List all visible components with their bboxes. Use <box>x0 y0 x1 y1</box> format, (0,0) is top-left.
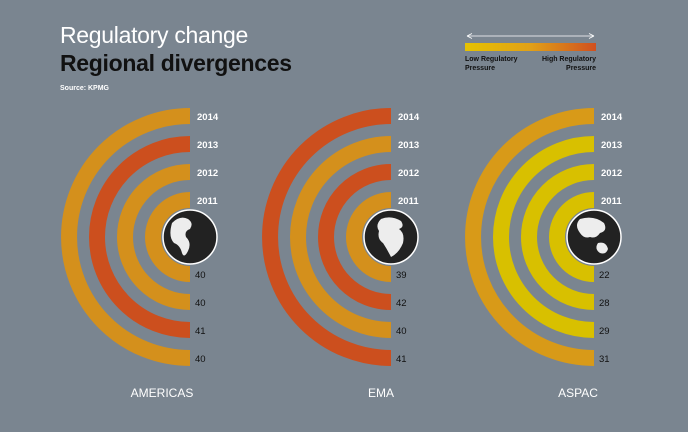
page-subtitle: Regional divergences <box>60 50 292 76</box>
year-label-2011: 2011 <box>398 196 419 207</box>
value-label-2012: 42 <box>396 298 407 309</box>
arc-2012 <box>318 164 392 310</box>
value-label-2013: 29 <box>599 326 610 337</box>
year-label-2012: 2012 <box>398 168 419 179</box>
year-label-2013: 2013 <box>601 140 622 151</box>
arc-2014 <box>262 108 392 366</box>
value-label-2011: 22 <box>599 270 610 281</box>
region-panel-aspac: 2011 22 2012 28 2013 29 2014 31 ASPAC <box>465 108 623 400</box>
year-label-2013: 2013 <box>197 140 218 151</box>
value-label-2014: 40 <box>195 354 206 365</box>
arc-2011 <box>145 192 191 282</box>
legend-high-label: High Regulatory Pressure <box>541 56 596 72</box>
value-label-2012: 28 <box>599 298 610 309</box>
year-label-2013: 2013 <box>398 140 419 151</box>
year-label-2011: 2011 <box>601 196 622 207</box>
legend-gradient-bar <box>465 43 596 51</box>
legend-arrow <box>466 33 595 39</box>
source-note: Source: KPMG <box>60 85 110 92</box>
legend-arrow-heads <box>466 33 595 39</box>
legend-low-label: Low Regulatory Pressure <box>465 56 518 72</box>
value-label-2014: 41 <box>396 354 407 365</box>
year-label-2012: 2012 <box>197 168 218 179</box>
region-label: AMERICAS <box>131 386 194 400</box>
arc-2013 <box>290 136 392 338</box>
region-label: ASPAC <box>558 386 598 400</box>
value-label-2013: 40 <box>396 326 407 337</box>
year-label-2014: 2014 <box>398 112 420 123</box>
arc-2013 <box>89 136 191 338</box>
arc-2011 <box>549 192 595 282</box>
year-label-2011: 2011 <box>197 196 218 207</box>
globe-landmass <box>170 217 192 256</box>
value-label-2011: 40 <box>195 270 206 281</box>
value-label-2012: 40 <box>195 298 206 309</box>
arc-2013 <box>493 136 595 338</box>
region-panel-americas: 2011 40 2012 40 2013 41 2014 40 AMERICAS <box>61 108 219 400</box>
arc-2014 <box>465 108 595 366</box>
region-panel-ema: 2011 39 2012 42 2013 40 2014 41 EMA <box>262 108 420 400</box>
value-label-2013: 41 <box>195 326 206 337</box>
globe-landmass <box>377 217 404 257</box>
value-label-2011: 39 <box>396 270 407 281</box>
region-label: EMA <box>368 386 394 400</box>
arc-2012 <box>521 164 595 310</box>
year-label-2012: 2012 <box>601 168 622 179</box>
page-title: Regulatory change <box>60 22 248 48</box>
arc-2012 <box>117 164 191 310</box>
arc-2014 <box>61 108 191 366</box>
globe-landmass <box>577 217 608 254</box>
year-label-2014: 2014 <box>601 112 623 123</box>
value-label-2014: 31 <box>599 354 610 365</box>
arc-2011 <box>346 192 392 282</box>
year-label-2014: 2014 <box>197 112 219 123</box>
